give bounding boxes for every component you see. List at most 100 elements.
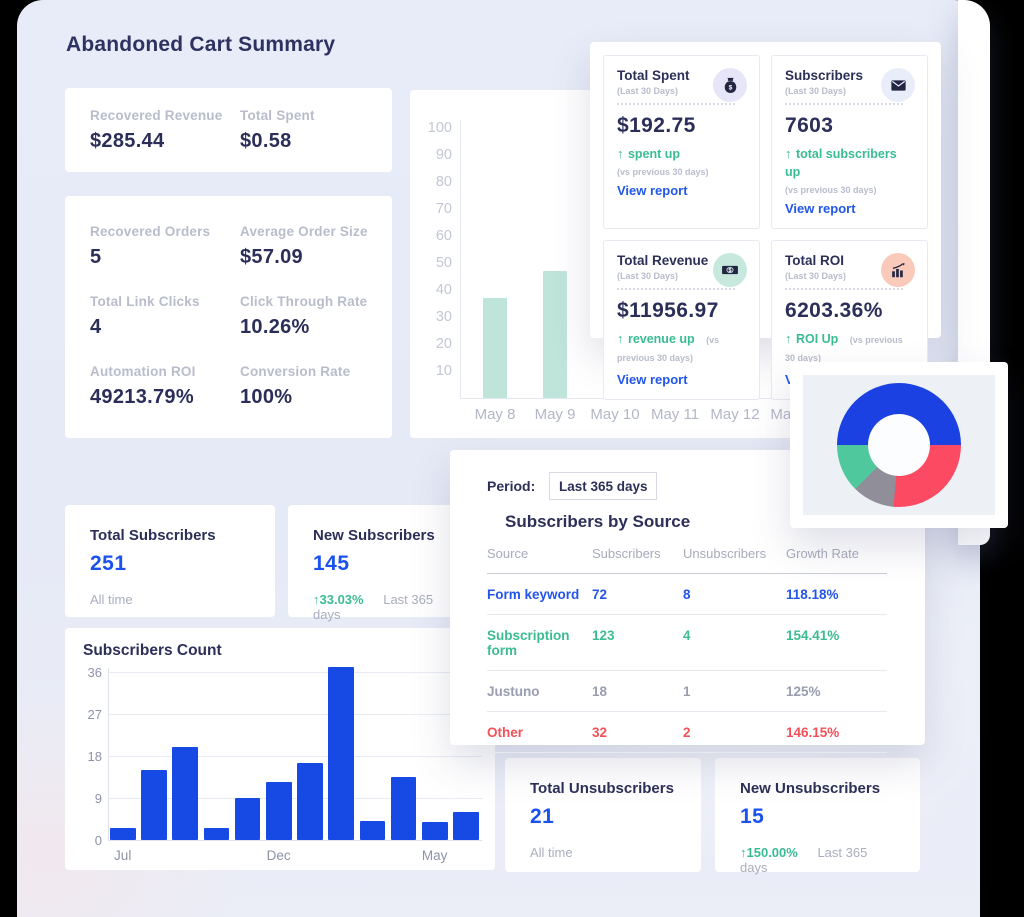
- y-tick-label: 0: [94, 833, 102, 848]
- kpi-stats-panel: Total Spent (Last 30 Days) $ $192.75 ↑ s…: [590, 42, 941, 400]
- x-tick-label: Jul: [114, 848, 132, 863]
- cell-source: Justuno: [487, 684, 540, 699]
- y-tick-label: 9: [94, 791, 102, 806]
- new-subscribers-card: New Subscribers 145 ↑33.03% Last 365 day…: [288, 505, 478, 622]
- total-revenue-kpi-card: Total Revenue (Last 30 Days) $ $11956.97…: [603, 240, 760, 400]
- y-tick-label: 30: [435, 309, 452, 325]
- column-header: Growth Rate: [786, 546, 859, 561]
- y-tick-label: 10: [435, 363, 452, 379]
- cell-source: Subscription form: [487, 628, 570, 658]
- source-donut-card: [790, 362, 1008, 528]
- kpi-value: $11956.97: [617, 299, 719, 322]
- cell-growth: 118.18%: [786, 587, 839, 602]
- y-tick-label: 36: [87, 665, 102, 680]
- table-row[interactable]: Other 32 2 146.15%: [487, 712, 887, 753]
- table-row[interactable]: Justuno 18 1 125%: [487, 671, 887, 712]
- page-title: Abandoned Cart Summary: [66, 33, 336, 56]
- y-tick-label: 40: [435, 282, 452, 298]
- x-tick-label: May: [421, 848, 448, 863]
- cell-unsubscribers: 1: [683, 684, 691, 699]
- table-row[interactable]: Form keyword 72 8 118.18%: [487, 574, 887, 615]
- chart-bar: [422, 822, 448, 840]
- period-select[interactable]: Last 365 days: [549, 472, 658, 500]
- kpi-delta: total subscribers up: [785, 147, 897, 179]
- up-arrow-icon: ↑: [617, 331, 624, 346]
- stat-label: Automation ROI: [90, 364, 196, 379]
- y-tick-label: 60: [435, 228, 452, 244]
- gridline: [108, 756, 482, 757]
- orders-stats-card: Recovered Orders 5 Average Order Size $5…: [65, 196, 392, 438]
- chart-bar: [328, 667, 354, 840]
- view-report-link[interactable]: View report: [785, 201, 856, 216]
- bar-chart-icon: [891, 262, 905, 277]
- donut-chart-area: [803, 375, 995, 515]
- stat-value: $57.09: [240, 246, 303, 268]
- view-report-link[interactable]: View report: [617, 372, 688, 387]
- column-header: Unsubscribers: [683, 546, 767, 561]
- total-subscribers-card: Total Subscribers 251 All time: [65, 505, 275, 617]
- dollar-bill-icon: $: [722, 265, 738, 275]
- total-spent-kpi-card: Total Spent (Last 30 Days) $ $192.75 ↑ s…: [603, 55, 760, 229]
- cell-subscribers: 18: [592, 684, 608, 699]
- up-arrow-icon: ↑: [785, 331, 792, 346]
- delta-badge: ↑33.03%: [313, 592, 364, 607]
- y-tick-label: 100: [427, 120, 452, 136]
- cell-growth: 125%: [786, 684, 821, 699]
- kpi-delta-note: (vs previous 30 days): [617, 167, 709, 177]
- x-tick-label: May 9: [534, 406, 576, 423]
- y-tick-label: 90: [435, 147, 452, 163]
- chart-title: Subscribers Count: [83, 642, 222, 659]
- y-axis-line: [108, 668, 109, 841]
- kpi-value: $192.75: [617, 114, 696, 137]
- envelope-icon: [890, 79, 906, 91]
- card-value: 15: [740, 805, 765, 828]
- y-axis-line: [460, 120, 461, 398]
- total-unsubscribers-card: Total Unsubscribers 21 All time: [505, 758, 701, 872]
- cell-source: Form keyword: [487, 587, 580, 602]
- column-header: Subscribers: [592, 546, 661, 561]
- chart-bar: [359, 821, 386, 840]
- gridline: [108, 672, 482, 673]
- card-value: 21: [530, 805, 555, 828]
- chart-bar: [297, 763, 323, 840]
- up-arrow-icon: ↑: [785, 146, 792, 161]
- cell-subscribers: 72: [592, 587, 608, 602]
- svg-text:$: $: [728, 84, 732, 91]
- x-tick-label: May 11: [650, 406, 700, 423]
- card-value: 145: [313, 552, 350, 575]
- source-table: Source Subscribers Unsubscribers Growth …: [487, 546, 887, 753]
- stat-label: Recovered Revenue: [90, 108, 223, 123]
- x-tick-label: May 12: [710, 406, 760, 423]
- chart-bar: [453, 812, 479, 840]
- card-meta: Last 365 days: [313, 592, 434, 622]
- recovered-revenue-card: Recovered Revenue $285.44 Total Spent $0…: [65, 88, 392, 172]
- cell-growth: 154.41%: [786, 628, 840, 643]
- view-report-link[interactable]: View report: [617, 183, 688, 198]
- kpi-period: (Last 30 Days): [617, 271, 679, 281]
- cell-subscribers: 123: [592, 628, 615, 643]
- card-meta: All time: [90, 592, 133, 607]
- y-tick-label: 70: [435, 201, 452, 217]
- cell-growth: 146.15%: [786, 725, 840, 740]
- chart-bar: [266, 781, 292, 840]
- kpi-title: Total ROI: [785, 253, 844, 268]
- subscribers-count-panel: Subscribers Count 36 27 18 9 0 Jul Dec May: [65, 628, 495, 870]
- kpi-icon-circle: $: [713, 253, 747, 287]
- donut-hole: [868, 414, 930, 476]
- kpi-value: 7603: [785, 114, 834, 137]
- stat-label: Recovered Orders: [90, 224, 211, 239]
- divider: [785, 103, 903, 105]
- divider: [617, 103, 735, 105]
- delta-badge: ↑150.00%: [740, 845, 798, 860]
- chart-bar: [110, 828, 136, 840]
- stat-label: Total Spent: [240, 108, 315, 123]
- new-unsubscribers-card: New Unsubscribers 15 ↑150.00% Last 365 d…: [715, 758, 920, 875]
- gridline: [108, 798, 482, 799]
- y-tick-label: 80: [435, 174, 452, 190]
- chart-bar: [203, 828, 230, 840]
- table-row[interactable]: Subscription form 123 4 154.41%: [487, 615, 887, 671]
- card-title: Total Unsubscribers: [530, 780, 674, 797]
- cell-unsubscribers: 2: [683, 725, 691, 740]
- kpi-icon-circle: [881, 68, 915, 102]
- x-tick-label: May 10: [590, 406, 640, 423]
